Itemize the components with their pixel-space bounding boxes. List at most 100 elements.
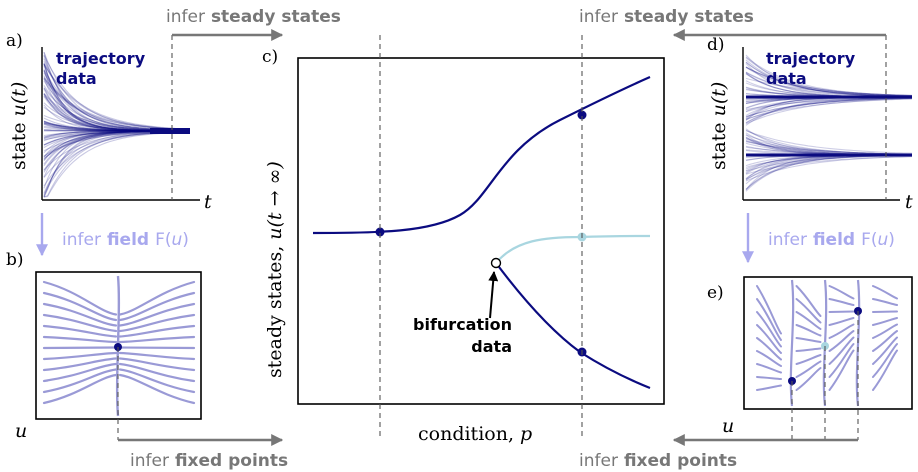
trajectory-d bbox=[745, 98, 913, 120]
streamline-e bbox=[795, 347, 822, 352]
trajectory-d bbox=[745, 97, 913, 111]
streamline-e bbox=[872, 330, 898, 352]
streamline-e bbox=[872, 310, 898, 313]
ylabel-d: stateu(t) bbox=[708, 82, 730, 170]
streamline-e bbox=[795, 354, 822, 365]
streamline-e bbox=[828, 336, 855, 365]
streamline-b-left bbox=[42, 313, 118, 333]
streamline-e bbox=[756, 376, 782, 380]
trajectory-d bbox=[745, 97, 913, 118]
streamline-b-right bbox=[118, 291, 196, 322]
label-top-left: infer steady states bbox=[166, 7, 341, 27]
streamline-e bbox=[795, 337, 822, 343]
branch-lower-stable bbox=[495, 262, 651, 390]
streamline-e bbox=[795, 285, 822, 317]
xlabel-c: condition, p bbox=[418, 423, 532, 445]
panel-b-tag: b) bbox=[6, 250, 24, 270]
trajectory-a bbox=[43, 130, 190, 198]
streamline-b-right bbox=[118, 362, 196, 383]
streamline-e bbox=[872, 349, 898, 391]
steady-state-point-left bbox=[375, 227, 385, 237]
streamline-e bbox=[872, 285, 898, 300]
streamline-e bbox=[828, 285, 855, 300]
corner-label-b: u bbox=[15, 420, 27, 442]
corner-label-e: u bbox=[722, 415, 734, 437]
streamline-e bbox=[756, 324, 782, 354]
separatrix-e bbox=[789, 279, 795, 407]
streamlines-b bbox=[42, 275, 196, 417]
trajectory-d bbox=[745, 57, 913, 97]
trajectory-bundle-a bbox=[43, 51, 191, 198]
streamline-b-right bbox=[118, 373, 196, 405]
trajectory-d bbox=[745, 77, 913, 96]
streamline-b-left bbox=[42, 362, 118, 383]
label-bottom-left: infer fixed points bbox=[130, 451, 288, 471]
label-bottom-right: infer fixed points bbox=[579, 451, 737, 471]
streamline-e bbox=[872, 323, 898, 339]
streamline-b-right bbox=[118, 346, 196, 350]
streamline-e bbox=[828, 310, 855, 313]
streamline-b-right bbox=[118, 351, 196, 361]
streamline-b-left bbox=[42, 373, 118, 405]
ylabel-c: steady states,u(t → ∞) bbox=[264, 161, 286, 378]
annotation-data: data bbox=[471, 337, 512, 356]
streamline-b-left bbox=[42, 351, 118, 361]
streamline-e bbox=[756, 337, 782, 361]
trajectory-bundle-d bbox=[745, 54, 913, 192]
panel-e-tag: e) bbox=[707, 283, 724, 303]
trajectory-d bbox=[745, 155, 913, 175]
streamline-b-left bbox=[42, 280, 118, 316]
trajectory-d bbox=[745, 66, 913, 97]
trajectory-d bbox=[745, 156, 913, 182]
panel-b: b) u bbox=[6, 250, 202, 442]
bifurcation-arrow bbox=[488, 271, 499, 319]
trajectory-a bbox=[43, 130, 191, 198]
streamline-b-left bbox=[42, 324, 118, 338]
label-top-right: infer steady states bbox=[579, 7, 754, 27]
frame-c bbox=[297, 57, 665, 405]
annotation-bifurcation: bifurcation bbox=[413, 315, 512, 334]
streamline-e bbox=[795, 360, 822, 378]
trajectory-a bbox=[43, 63, 191, 130]
dashed-guides bbox=[117, 35, 887, 440]
streamline-b-right bbox=[118, 368, 196, 394]
bifurcation-point bbox=[490, 257, 502, 269]
xlabel-a: t bbox=[204, 191, 212, 213]
streamline-e bbox=[872, 317, 898, 326]
streamline-e bbox=[756, 363, 782, 374]
streamline-e bbox=[828, 330, 855, 352]
streamline-e bbox=[872, 336, 898, 365]
streamline-e bbox=[756, 384, 782, 391]
trajectory-d bbox=[745, 56, 913, 97]
streamline-b-right bbox=[118, 302, 196, 327]
trajectory-d bbox=[745, 130, 913, 154]
streamline-e bbox=[828, 349, 855, 391]
panel-c: c) bifurcation data steady states,u(t → … bbox=[262, 47, 665, 445]
trajectory-d bbox=[745, 97, 912, 124]
streamline-e bbox=[795, 311, 822, 330]
label-mid-left: infer field F(u) bbox=[62, 230, 189, 250]
panel-d: d) trajectory data stateu(t) t bbox=[707, 35, 913, 213]
trajectory-d bbox=[745, 97, 913, 121]
streamline-e bbox=[756, 350, 782, 367]
streamline-e bbox=[828, 298, 855, 306]
streamline-e bbox=[795, 298, 822, 324]
streamline-b-right bbox=[118, 357, 196, 372]
streamline-e bbox=[795, 324, 822, 337]
overlay-label-a-1: trajectory bbox=[56, 49, 146, 68]
trajectory-d bbox=[745, 140, 912, 155]
steady-state-point-upper bbox=[577, 110, 587, 120]
streamline-b-left bbox=[42, 346, 118, 350]
streamline-e bbox=[795, 367, 822, 391]
frame-e bbox=[743, 276, 913, 410]
trajectory-a bbox=[43, 131, 190, 195]
streamline-e bbox=[828, 343, 855, 378]
streamline-e bbox=[872, 298, 898, 306]
xlabel-d: t bbox=[905, 191, 913, 213]
arrows: infer steady states infer steady states in… bbox=[36, 7, 895, 471]
separatrix-e bbox=[855, 279, 861, 407]
streamline-b-left bbox=[42, 302, 118, 327]
streamline-e bbox=[756, 298, 782, 341]
